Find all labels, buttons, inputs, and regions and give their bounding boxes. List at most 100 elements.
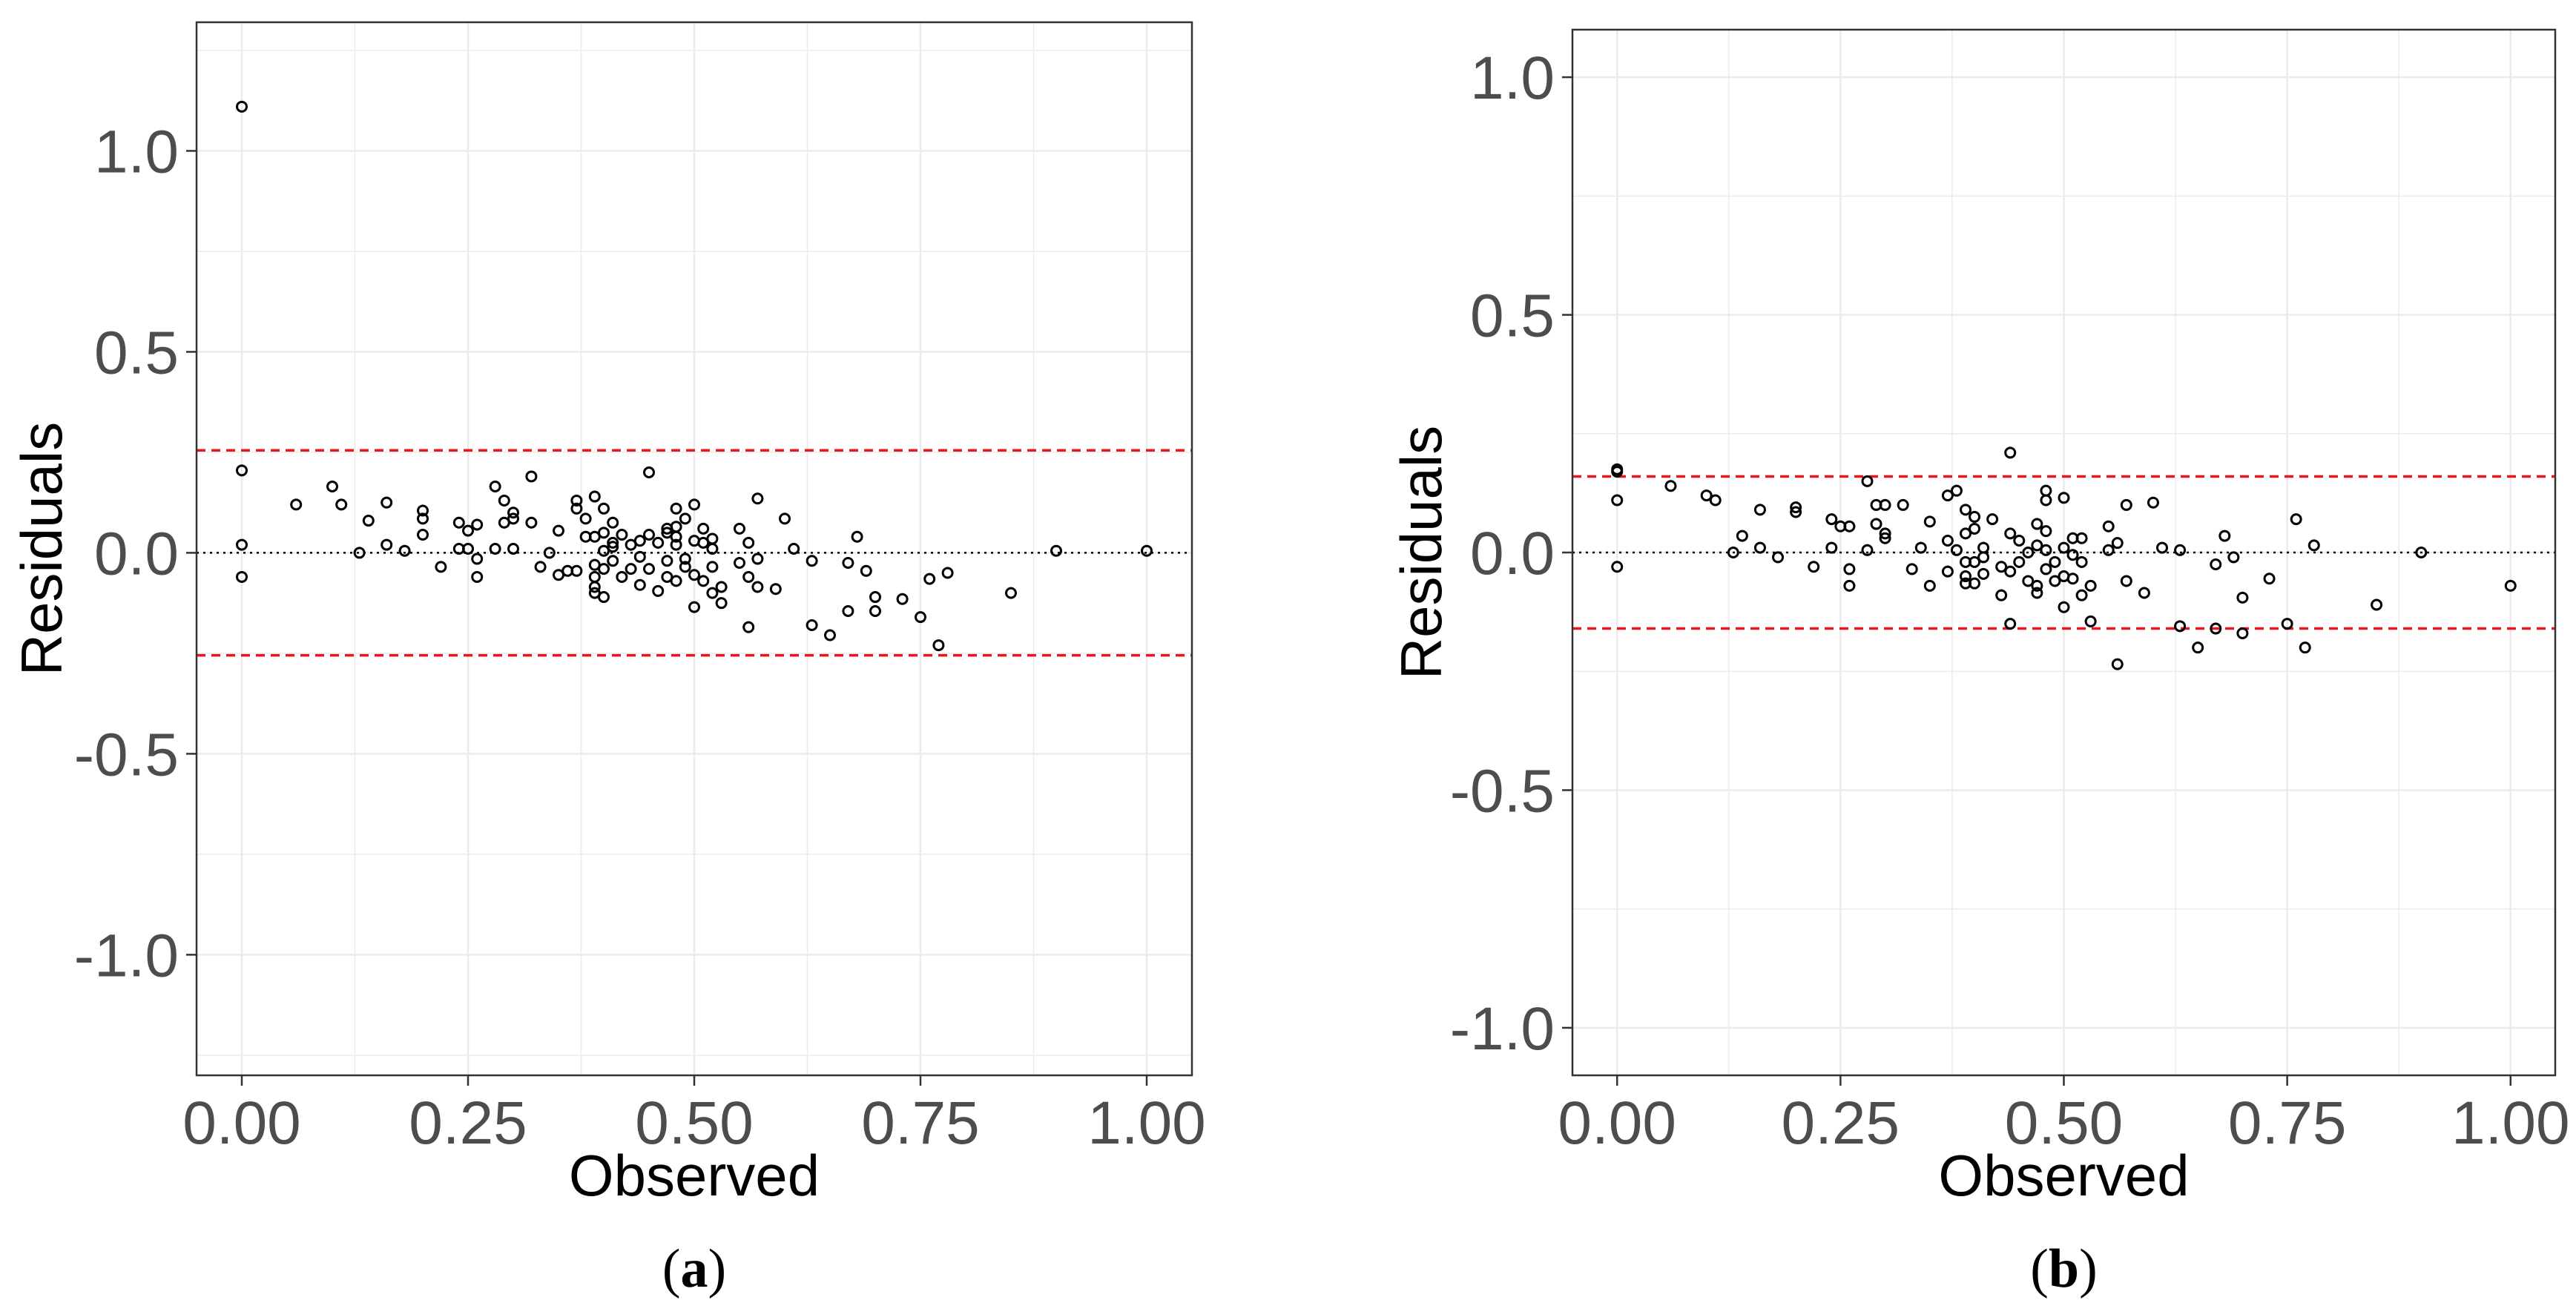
data-point (1941, 565, 1954, 578)
data-point (616, 570, 628, 583)
data-point (688, 569, 700, 581)
data-point (2111, 537, 2124, 550)
data-point (715, 597, 728, 610)
data-point (2049, 555, 2061, 568)
y-tick-label: 1.0 (94, 118, 179, 185)
data-point (1808, 561, 1820, 573)
data-point (2075, 532, 2088, 544)
data-point (381, 538, 393, 551)
data-point (842, 605, 854, 618)
data-point (1977, 551, 1990, 564)
data-point (598, 527, 610, 539)
data-point (2022, 575, 2035, 587)
data-point (2066, 573, 2079, 585)
data-point (2174, 620, 2187, 633)
data-point (1772, 551, 1785, 564)
data-point (236, 100, 248, 113)
data-point (2075, 589, 2088, 601)
data-point (2004, 565, 2017, 578)
data-point (1950, 544, 1963, 556)
data-point (588, 490, 601, 503)
data-point (941, 567, 954, 579)
data-point (1843, 563, 1856, 575)
data-point (598, 563, 610, 575)
data-point (543, 547, 556, 559)
data-point (2013, 555, 2026, 568)
data-point (2210, 622, 2222, 635)
data-point (417, 504, 429, 517)
data-point (1941, 489, 1954, 502)
data-point (1825, 541, 1838, 554)
data-point (851, 530, 863, 543)
data-point (806, 555, 818, 567)
data-point (670, 530, 682, 543)
data-point (2102, 544, 2115, 556)
data-point (507, 512, 519, 525)
x-tick-label: 0.00 (1558, 1089, 1676, 1157)
data-point (1736, 530, 1748, 542)
data-point (607, 516, 619, 529)
data-point (2040, 525, 2052, 538)
panel-label-open-paren: ( (662, 1238, 681, 1299)
data-point (1950, 484, 1963, 497)
data-point (598, 502, 610, 515)
panel-label-close-paren: ) (2079, 1238, 2098, 1299)
data-point (742, 536, 755, 549)
data-point (2236, 627, 2249, 639)
data-point (2102, 520, 2115, 532)
data-point (362, 515, 375, 527)
data-point (1753, 541, 1766, 554)
x-tick-label: 0.00 (182, 1089, 301, 1157)
data-point (633, 578, 646, 591)
data-point (2371, 598, 2383, 611)
data-point (633, 535, 646, 547)
data-point (734, 556, 745, 569)
data-point (570, 502, 583, 515)
data-point (788, 543, 800, 555)
data-point (706, 561, 719, 573)
data-point (1664, 480, 1677, 492)
data-point (2210, 558, 2222, 571)
data-point (498, 494, 510, 507)
data-point (1611, 494, 1624, 507)
data-point (2192, 641, 2204, 654)
data-point (607, 541, 619, 553)
panel-label: (a) (662, 1238, 726, 1299)
data-point (471, 518, 484, 531)
data-point (706, 587, 719, 599)
data-point (1050, 544, 1062, 557)
data-point (670, 502, 682, 515)
data-point (2075, 555, 2088, 568)
data-point (2120, 498, 2132, 511)
data-point (1897, 498, 1909, 511)
data-point (625, 563, 637, 575)
data-point (742, 570, 755, 583)
panel-label-letter: a (681, 1238, 708, 1299)
data-point (1843, 579, 1856, 592)
data-point (2147, 496, 2159, 509)
data-point (2066, 549, 2079, 561)
data-point (1914, 541, 1927, 554)
data-point (452, 516, 465, 529)
data-point (824, 629, 836, 641)
data-point (697, 575, 710, 587)
data-point (579, 512, 592, 525)
data-point (570, 564, 583, 577)
data-point (1960, 570, 1971, 583)
y-tick-label: 0.0 (94, 520, 179, 587)
data-point (607, 555, 619, 567)
data-point (1141, 544, 1153, 557)
data-point (742, 621, 755, 633)
data-point (652, 536, 665, 549)
data-point (2084, 615, 2097, 627)
data-point (869, 591, 881, 604)
data-point (2013, 534, 2026, 547)
data-point (471, 552, 484, 565)
data-point (751, 492, 764, 505)
data-point (2415, 547, 2428, 558)
data-point (2307, 539, 2320, 552)
data-point (1753, 504, 1766, 516)
data-point (2504, 579, 2517, 592)
x-tick-label: 0.25 (1782, 1089, 1900, 1157)
